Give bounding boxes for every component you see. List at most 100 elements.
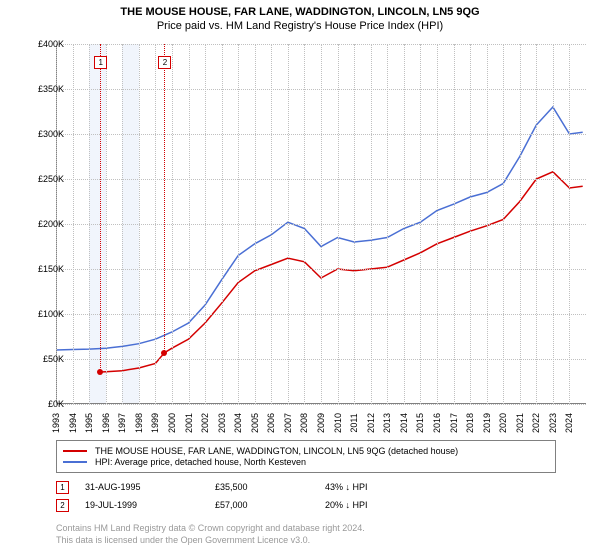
- gridline-v: [139, 44, 140, 404]
- x-axis-label: 1995: [84, 413, 94, 433]
- sale-marker-line: [164, 44, 165, 353]
- x-axis-label: 2009: [316, 413, 326, 433]
- x-axis-label: 2003: [217, 413, 227, 433]
- x-axis-label: 1998: [134, 413, 144, 433]
- x-axis-label: 2008: [299, 413, 309, 433]
- y-axis-label: £400K: [14, 39, 64, 49]
- sales-row-date: 19-JUL-1999: [85, 500, 215, 510]
- gridline-v: [520, 44, 521, 404]
- gridline-v: [404, 44, 405, 404]
- y-axis-label: £350K: [14, 84, 64, 94]
- sales-row-price: £35,500: [215, 482, 325, 492]
- sales-row-date: 31-AUG-1995: [85, 482, 215, 492]
- legend: THE MOUSE HOUSE, FAR LANE, WADDINGTON, L…: [56, 440, 556, 473]
- x-axis-label: 2018: [465, 413, 475, 433]
- x-axis-label: 2006: [266, 413, 276, 433]
- gridline-v: [371, 44, 372, 404]
- legend-swatch: [63, 461, 87, 463]
- gridline-v: [487, 44, 488, 404]
- y-axis-label: £100K: [14, 309, 64, 319]
- x-axis-label: 2002: [200, 413, 210, 433]
- y-axis-label: £300K: [14, 129, 64, 139]
- gridline-v: [271, 44, 272, 404]
- gridline-v: [73, 44, 74, 404]
- x-axis-label: 2021: [515, 413, 525, 433]
- sale-marker-line: [100, 44, 101, 372]
- x-axis-label: 2023: [548, 413, 558, 433]
- x-axis-label: 2012: [366, 413, 376, 433]
- gridline-v: [122, 44, 123, 404]
- gridline-v: [288, 44, 289, 404]
- x-axis-label: 2024: [564, 413, 574, 433]
- gridline-v: [470, 44, 471, 404]
- y-axis-label: £0K: [14, 399, 64, 409]
- gridline-v: [304, 44, 305, 404]
- title-block: THE MOUSE HOUSE, FAR LANE, WADDINGTON, L…: [0, 0, 600, 32]
- chart-title: THE MOUSE HOUSE, FAR LANE, WADDINGTON, L…: [0, 6, 600, 18]
- gridline-v: [553, 44, 554, 404]
- sales-row: 2 19-JUL-1999£57,00020% ↓ HPI: [56, 496, 425, 514]
- gridline-v: [387, 44, 388, 404]
- sale-marker-box: 2: [158, 56, 171, 69]
- gridline-v: [503, 44, 504, 404]
- x-axis-label: 2015: [415, 413, 425, 433]
- legend-label: THE MOUSE HOUSE, FAR LANE, WADDINGTON, L…: [95, 446, 458, 456]
- plot-area: 12: [56, 44, 586, 404]
- x-axis-label: 2010: [333, 413, 343, 433]
- sales-row: 1 31-AUG-1995£35,50043% ↓ HPI: [56, 478, 425, 496]
- sales-row-pct: 43% ↓ HPI: [325, 482, 425, 492]
- sales-row-marker: 2: [56, 499, 69, 512]
- gridline-v: [338, 44, 339, 404]
- gridline-v: [321, 44, 322, 404]
- gridline-v: [222, 44, 223, 404]
- x-axis-label: 2007: [283, 413, 293, 433]
- y-axis-label: £250K: [14, 174, 64, 184]
- legend-label: HPI: Average price, detached house, Nort…: [95, 457, 306, 467]
- x-axis-label: 2016: [432, 413, 442, 433]
- legend-swatch: [63, 450, 87, 452]
- x-axis-label: 1993: [51, 413, 61, 433]
- gridline-v: [205, 44, 206, 404]
- x-axis-label: 2014: [399, 413, 409, 433]
- y-axis-label: £200K: [14, 219, 64, 229]
- legend-row: THE MOUSE HOUSE, FAR LANE, WADDINGTON, L…: [63, 446, 549, 456]
- gridline-v: [420, 44, 421, 404]
- legend-row: HPI: Average price, detached house, Nort…: [63, 457, 549, 467]
- chart-subtitle: Price paid vs. HM Land Registry's House …: [0, 20, 600, 32]
- gridline-v: [454, 44, 455, 404]
- x-axis-label: 2017: [449, 413, 459, 433]
- gridline-v: [238, 44, 239, 404]
- x-axis-label: 2013: [382, 413, 392, 433]
- x-axis-label: 1994: [68, 413, 78, 433]
- gridline-v: [172, 44, 173, 404]
- footer-line-2: This data is licensed under the Open Gov…: [56, 534, 365, 546]
- gridline-v: [89, 44, 90, 404]
- sales-row-pct: 20% ↓ HPI: [325, 500, 425, 510]
- x-axis-label: 1999: [150, 413, 160, 433]
- x-axis-label: 1997: [117, 413, 127, 433]
- chart-container: THE MOUSE HOUSE, FAR LANE, WADDINGTON, L…: [0, 0, 600, 560]
- gridline-v: [106, 44, 107, 404]
- gridline-v: [569, 44, 570, 404]
- x-axis-label: 2005: [250, 413, 260, 433]
- x-axis-label: 2001: [184, 413, 194, 433]
- gridline-h: [56, 404, 586, 405]
- x-axis-label: 2020: [498, 413, 508, 433]
- gridline-v: [255, 44, 256, 404]
- x-axis-label: 2004: [233, 413, 243, 433]
- gridline-v: [155, 44, 156, 404]
- sales-table: 1 31-AUG-1995£35,50043% ↓ HPI 2 19-JUL-1999…: [56, 478, 425, 514]
- gridline-v: [536, 44, 537, 404]
- gridline-v: [354, 44, 355, 404]
- x-axis-label: 2022: [531, 413, 541, 433]
- footer-line-1: Contains HM Land Registry data © Crown c…: [56, 522, 365, 534]
- footer: Contains HM Land Registry data © Crown c…: [56, 522, 365, 546]
- y-axis-label: £150K: [14, 264, 64, 274]
- sales-row-price: £57,000: [215, 500, 325, 510]
- sales-row-marker: 1: [56, 481, 69, 494]
- x-axis-label: 1996: [101, 413, 111, 433]
- x-axis-label: 2000: [167, 413, 177, 433]
- gridline-v: [437, 44, 438, 404]
- sale-marker-box: 1: [94, 56, 107, 69]
- x-axis-label: 2019: [482, 413, 492, 433]
